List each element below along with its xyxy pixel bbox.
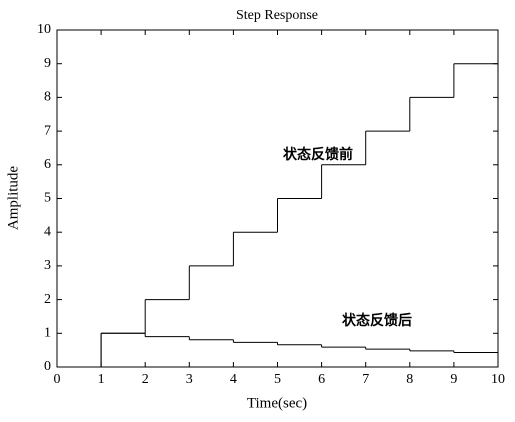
y-axis-label: Amplitude xyxy=(5,166,21,231)
y-tick-label: 5 xyxy=(44,191,51,206)
chart-title: Step Response xyxy=(236,8,318,23)
x-tick-label: 8 xyxy=(406,372,413,387)
x-tick-label: 2 xyxy=(142,372,149,387)
x-tick-label: 1 xyxy=(98,372,105,387)
y-tick-label: 7 xyxy=(44,123,51,138)
y-tick-label: 1 xyxy=(44,326,51,341)
x-tick-label: 4 xyxy=(230,372,237,387)
y-tick-label: 2 xyxy=(44,292,51,307)
x-tick-label: 0 xyxy=(54,372,61,387)
x-tick-label: 6 xyxy=(318,372,325,387)
y-tick-label: 6 xyxy=(44,157,51,172)
series-annotation: 状态反馈前 xyxy=(283,146,353,163)
series-annotation: 状态反馈后 xyxy=(342,312,412,329)
y-tick-label: 9 xyxy=(44,56,51,71)
y-tick-label: 0 xyxy=(44,359,51,374)
x-tick-label: 3 xyxy=(186,372,193,387)
x-tick-label: 7 xyxy=(362,372,369,387)
x-tick-label: 9 xyxy=(450,372,457,387)
x-tick-label: 5 xyxy=(274,372,281,387)
y-tick-label: 8 xyxy=(44,90,51,105)
y-tick-label: 10 xyxy=(37,22,51,37)
y-tick-label: 3 xyxy=(44,258,51,273)
x-axis-label: Time(sec) xyxy=(247,395,307,411)
x-tick-label: 10 xyxy=(491,372,505,387)
y-tick-label: 4 xyxy=(44,224,51,239)
